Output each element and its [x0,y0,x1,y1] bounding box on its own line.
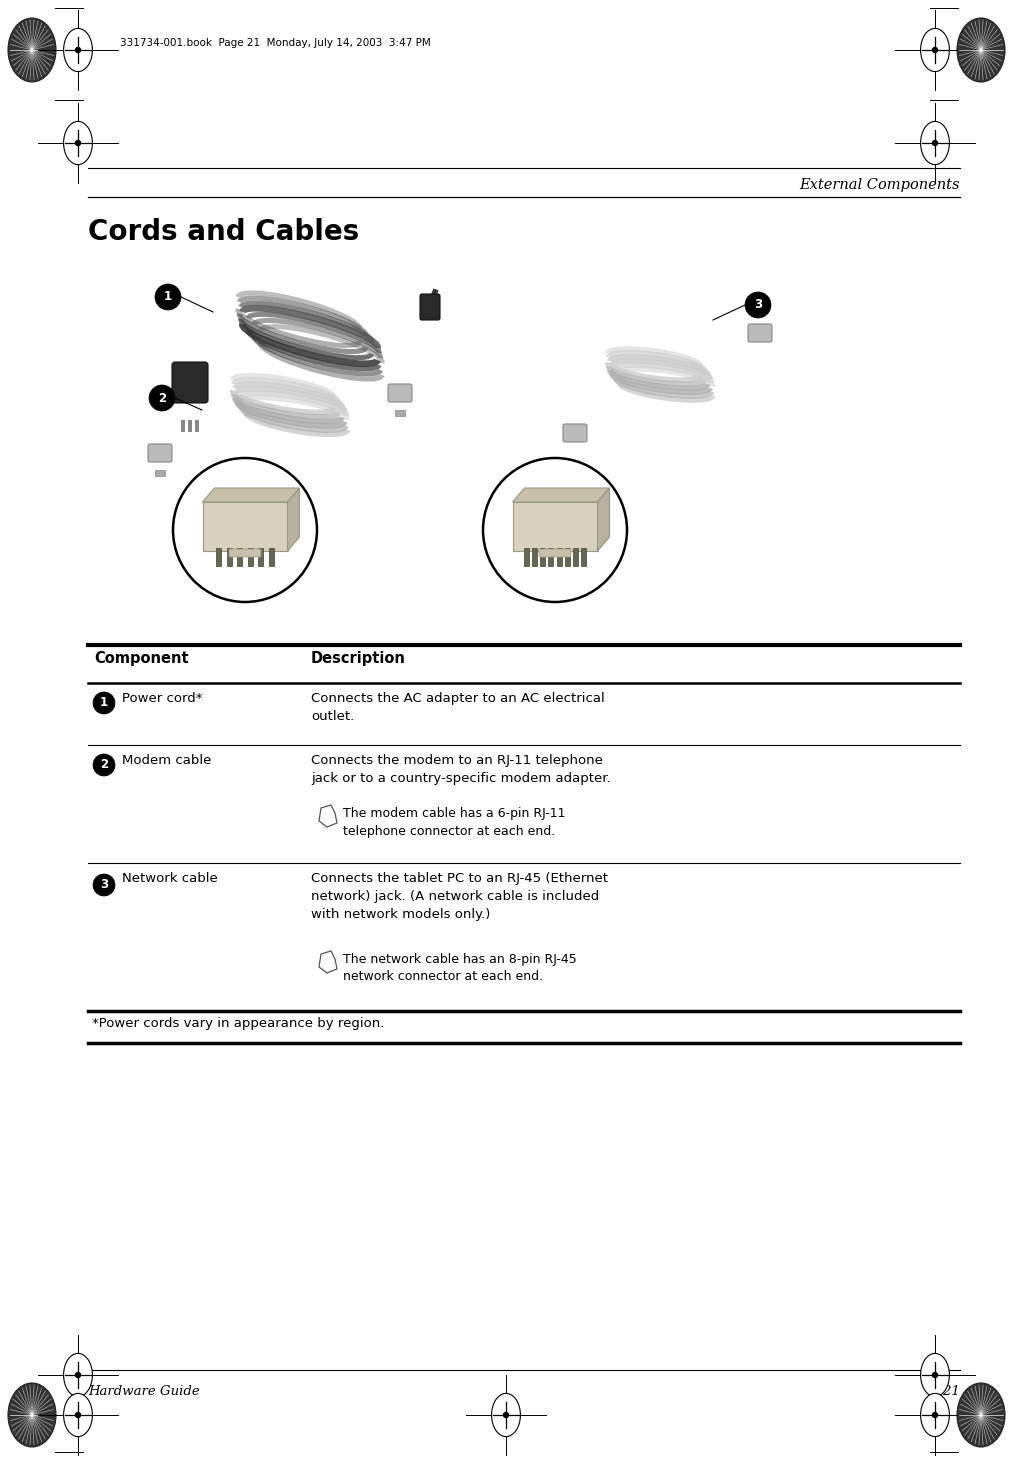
Text: Power cord*: Power cord* [122,692,203,705]
Text: 331734-001.book  Page 21  Monday, July 14, 2003  3:47 PM: 331734-001.book Page 21 Monday, July 14,… [120,38,431,48]
Bar [524,548,529,566]
Ellipse shape [64,121,92,165]
Ellipse shape [957,1383,1005,1447]
Text: Cords and Cables: Cords and Cables [88,218,360,246]
Ellipse shape [8,1383,56,1447]
Text: Modem cable: Modem cable [122,754,212,768]
Polygon shape [513,488,610,501]
Text: Connects the AC adapter to an AC electrical
outlet.: Connects the AC adapter to an AC electri… [311,692,605,724]
FancyBboxPatch shape [229,550,261,557]
Bar [572,548,577,566]
Circle shape [933,140,937,146]
Polygon shape [203,488,300,501]
Ellipse shape [64,1354,92,1396]
Ellipse shape [957,18,1005,82]
Circle shape [76,1412,80,1418]
Circle shape [933,47,937,53]
Text: 1: 1 [164,291,172,304]
Circle shape [503,1412,509,1418]
Text: *Power cords vary in appearance by region.: *Power cords vary in appearance by regio… [92,1018,384,1031]
Circle shape [93,692,115,713]
Ellipse shape [921,1354,949,1396]
Circle shape [76,47,80,53]
Bar [258,548,263,566]
Ellipse shape [921,1393,949,1437]
Text: Connects the tablet PC to an RJ-45 (Ethernet
network) jack. (A network cable is : Connects the tablet PC to an RJ-45 (Ethe… [311,871,608,921]
FancyBboxPatch shape [563,424,587,442]
Ellipse shape [64,1393,92,1437]
Bar [194,420,199,431]
FancyBboxPatch shape [513,501,598,551]
FancyBboxPatch shape [420,294,440,320]
Text: Hardware Guide: Hardware Guide [88,1385,200,1398]
Circle shape [93,754,115,776]
Text: 2: 2 [100,759,108,772]
Text: Network cable: Network cable [122,871,218,885]
Circle shape [93,874,115,896]
FancyBboxPatch shape [155,469,165,477]
Text: Component: Component [94,651,188,667]
Ellipse shape [921,121,949,165]
Circle shape [149,385,175,411]
Text: 3: 3 [754,298,762,311]
Bar [268,548,274,566]
Bar [237,548,242,566]
Circle shape [155,284,181,310]
Bar [532,548,537,566]
Bar [564,548,569,566]
FancyBboxPatch shape [172,363,208,404]
Text: External Components: External Components [799,178,960,192]
Bar [188,420,192,431]
Text: 1: 1 [100,696,108,709]
Text: 1–21: 1–21 [928,1385,960,1398]
Circle shape [483,458,627,602]
Circle shape [173,458,317,602]
FancyBboxPatch shape [539,550,571,557]
Bar [548,548,553,566]
FancyBboxPatch shape [148,444,172,462]
Ellipse shape [8,18,56,82]
Text: 3: 3 [100,879,108,892]
Polygon shape [288,488,300,551]
Circle shape [76,1373,80,1377]
Bar [227,548,232,566]
Bar [248,548,252,566]
Text: Connects the modem to an RJ-11 telephone
jack or to a country-specific modem ada: Connects the modem to an RJ-11 telephone… [311,754,611,785]
Text: 2: 2 [158,392,166,405]
FancyBboxPatch shape [748,325,772,342]
Circle shape [76,140,80,146]
Circle shape [745,292,771,319]
Text: The network cable has an 8-pin RJ-45
network connector at each end.: The network cable has an 8-pin RJ-45 net… [343,953,576,984]
Ellipse shape [491,1393,521,1437]
Bar [556,548,561,566]
Bar [181,420,185,431]
Text: The modem cable has a 6-pin RJ-11
telephone connector at each end.: The modem cable has a 6-pin RJ-11 teleph… [343,807,565,838]
Text: Description: Description [311,651,406,667]
Circle shape [933,1373,937,1377]
Polygon shape [598,488,610,551]
FancyBboxPatch shape [395,409,405,417]
FancyBboxPatch shape [388,385,412,402]
Bar [217,548,222,566]
Ellipse shape [921,28,949,72]
Bar [540,548,545,566]
Bar [580,548,586,566]
Ellipse shape [64,28,92,72]
Circle shape [933,1412,937,1418]
FancyBboxPatch shape [203,501,288,551]
